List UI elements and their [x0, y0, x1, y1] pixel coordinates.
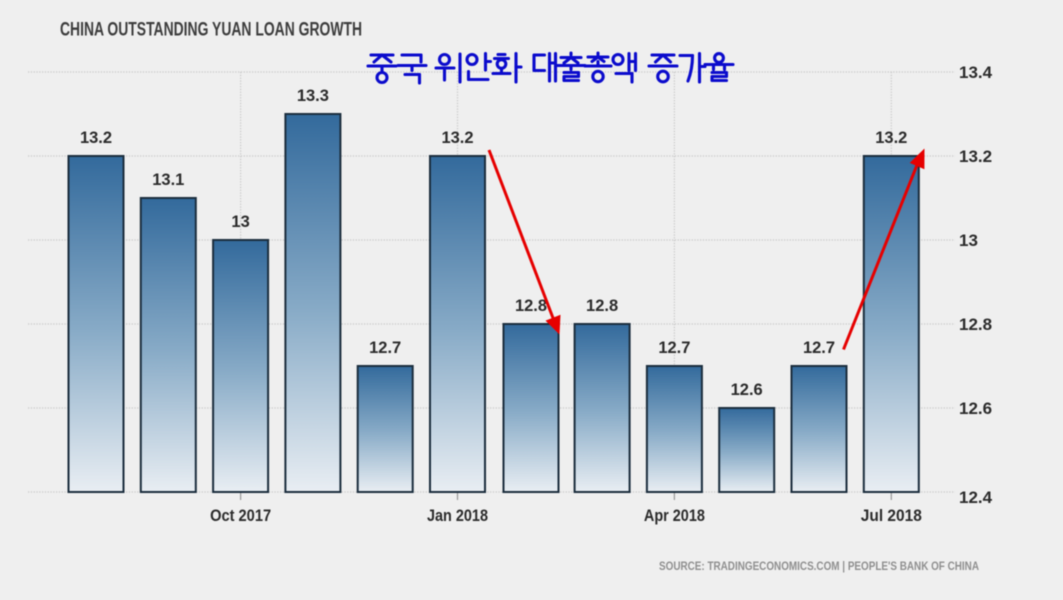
svg-text:12.7: 12.7	[658, 339, 690, 357]
svg-text:13.2: 13.2	[875, 129, 907, 147]
svg-text:12.8: 12.8	[959, 315, 992, 334]
svg-text:Apr 2018: Apr 2018	[644, 507, 705, 525]
svg-text:CHINA OUTSTANDING YUAN LOAN GR: CHINA OUTSTANDING YUAN LOAN GROWTH	[60, 19, 362, 41]
svg-text:13: 13	[231, 213, 249, 231]
svg-text:12.6: 12.6	[959, 399, 992, 418]
svg-text:12.7: 12.7	[803, 339, 835, 357]
svg-text:13.4: 13.4	[959, 63, 993, 82]
svg-text:13.2: 13.2	[959, 147, 992, 166]
svg-text:13.3: 13.3	[297, 87, 329, 105]
svg-text:Oct 2017: Oct 2017	[210, 507, 271, 525]
svg-text:13.2: 13.2	[441, 129, 473, 147]
svg-text:12.7: 12.7	[369, 339, 401, 357]
svg-text:Jan 2018: Jan 2018	[427, 507, 488, 525]
svg-text:12.8: 12.8	[515, 297, 547, 315]
svg-text:12.8: 12.8	[586, 297, 618, 315]
svg-text:SOURCE: TRADINGECONOMICS.COM |: SOURCE: TRADINGECONOMICS.COM | PEOPLE'S …	[659, 561, 979, 573]
svg-text:13: 13	[959, 231, 978, 250]
svg-text:12.4: 12.4	[959, 488, 993, 507]
svg-text:13.2: 13.2	[80, 129, 112, 147]
svg-text:13.1: 13.1	[152, 171, 184, 189]
svg-text:12.6: 12.6	[731, 381, 763, 399]
svg-text:Jul 2018: Jul 2018	[861, 507, 922, 525]
